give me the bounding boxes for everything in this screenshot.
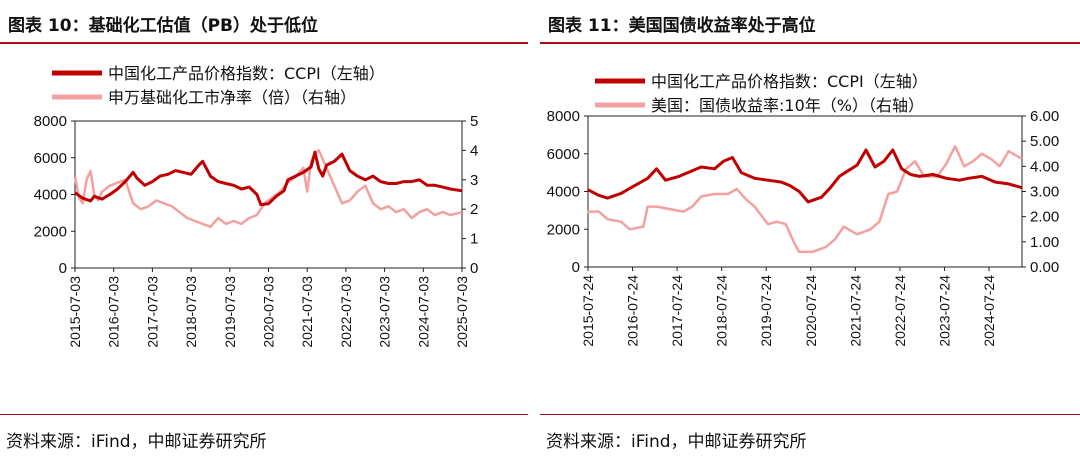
- x-tick-label: 2016-07-24: [625, 275, 641, 347]
- x-tick-label: 2021-07-03: [299, 276, 315, 348]
- chart-title: 图表 10：基础化工估值（PB）处于低位: [8, 16, 318, 36]
- x-tick-label: 2015-07-03: [67, 276, 83, 348]
- y-left-tick-label: 6000: [34, 150, 67, 167]
- x-tick-label: 2019-07-24: [758, 275, 774, 347]
- x-tick-label: 2019-07-03: [222, 276, 238, 348]
- x-tick-label: 2015-07-24: [580, 275, 596, 347]
- y-left-tick-label: 8000: [34, 113, 67, 130]
- plot-frame: [74, 120, 463, 269]
- y-right-tick-label: 3.00: [1030, 184, 1059, 201]
- y-left-tick-label: 8000: [547, 108, 580, 125]
- series-line-secondary: [587, 144, 1023, 254]
- chart-title: 图表 11：美国国债收益率处于高位: [548, 16, 816, 36]
- y-right-tick-label: 3: [470, 172, 478, 189]
- legend-label: 中国化工产品价格指数：CCPI（左轴）: [651, 72, 928, 91]
- y-right-tick-label: 6.00: [1030, 108, 1059, 125]
- chart-panel-right: 图表 11：美国国债收益率处于高位 0 2000 4000 6000 8000 0.00 1…: [540, 0, 1080, 459]
- x-tick-label: 2022-07-24: [892, 275, 908, 347]
- treasury-yield-chart: 0 2000 4000 6000 8000 0.00 1.00 2.00 3.00 4.00 5.0…: [547, 72, 1060, 347]
- y-right-tick-label: 2: [470, 201, 478, 218]
- chart-title-bar: 图表 10：基础化工估值（PB）处于低位: [0, 0, 528, 44]
- y-right-tick-label: 5: [470, 113, 478, 130]
- legend-label: 美国：国债收益率:10年（%）（右轴）: [651, 96, 924, 115]
- plot-frame: [587, 115, 1023, 268]
- y-right-tick-label: 1: [470, 231, 478, 248]
- y-right-tick-label: 4.00: [1030, 158, 1059, 175]
- y-right-tick-label: 1.00: [1030, 234, 1059, 251]
- x-tick-label: 2020-07-24: [803, 275, 819, 347]
- y-left-tick-label: 2000: [547, 221, 580, 238]
- y-right-tick-label: 5.00: [1030, 133, 1059, 150]
- series-line-ccpi: [586, 148, 1023, 204]
- y-left-tick-label: 0: [572, 259, 580, 276]
- series-line-ccpi: [74, 150, 463, 207]
- x-tick-label: 2020-07-03: [261, 276, 277, 348]
- source-bar: 资料来源：iFind，中邮证券研究所: [0, 414, 528, 460]
- pb-chart: 0 2000 4000 6000 8000 0 1 2 3 4 5 2015-07-03 2016-07…: [34, 64, 479, 348]
- y-left-tick-label: 6000: [547, 146, 580, 163]
- x-tick-label: 2021-07-24: [847, 275, 863, 347]
- source-bar: 资料来源：iFind，中邮证券研究所: [540, 414, 1080, 460]
- x-tick-label: 2022-07-03: [338, 276, 354, 348]
- x-tick-label: 2017-07-03: [144, 276, 160, 348]
- x-tick-label: 2018-07-03: [183, 276, 199, 348]
- y-left-tick-label: 4000: [547, 184, 580, 201]
- chart-title-bar: 图表 11：美国国债收益率处于高位: [540, 0, 1080, 44]
- legend-label: 中国化工产品价格指数：CCPI（左轴）: [108, 64, 385, 83]
- source-note: 资料来源：iFind，中邮证券研究所: [546, 432, 807, 452]
- y-left-tick-label: 0: [59, 260, 67, 277]
- source-note: 资料来源：iFind，中邮证券研究所: [6, 432, 267, 452]
- legend-label: 申万基础化工市净率（倍）（右轴）: [108, 88, 356, 107]
- chart-panel-left: 图表 10：基础化工估值（PB）处于低位 0 2000 4000 6000 8000 0 1…: [0, 0, 528, 459]
- x-tick-label: 2018-07-24: [714, 275, 730, 347]
- x-tick-label: 2023-07-24: [936, 275, 952, 347]
- y-left-tick-label: 4000: [34, 187, 67, 204]
- series-line-secondary: [73, 149, 463, 229]
- x-tick-label: 2025-07-03: [454, 276, 470, 348]
- y-right-tick-label: 0.00: [1030, 259, 1059, 276]
- y-right-tick-label: 4: [470, 142, 478, 159]
- x-tick-label: 2024-07-24: [981, 275, 997, 347]
- x-tick-label: 2024-07-03: [415, 276, 431, 348]
- x-tick-label: 2017-07-24: [669, 275, 685, 347]
- y-left-tick-label: 2000: [34, 223, 67, 240]
- x-tick-label: 2016-07-03: [106, 276, 122, 348]
- y-right-tick-label: 0: [470, 260, 478, 277]
- y-right-tick-label: 2.00: [1030, 209, 1059, 226]
- x-tick-label: 2023-07-03: [377, 276, 393, 348]
